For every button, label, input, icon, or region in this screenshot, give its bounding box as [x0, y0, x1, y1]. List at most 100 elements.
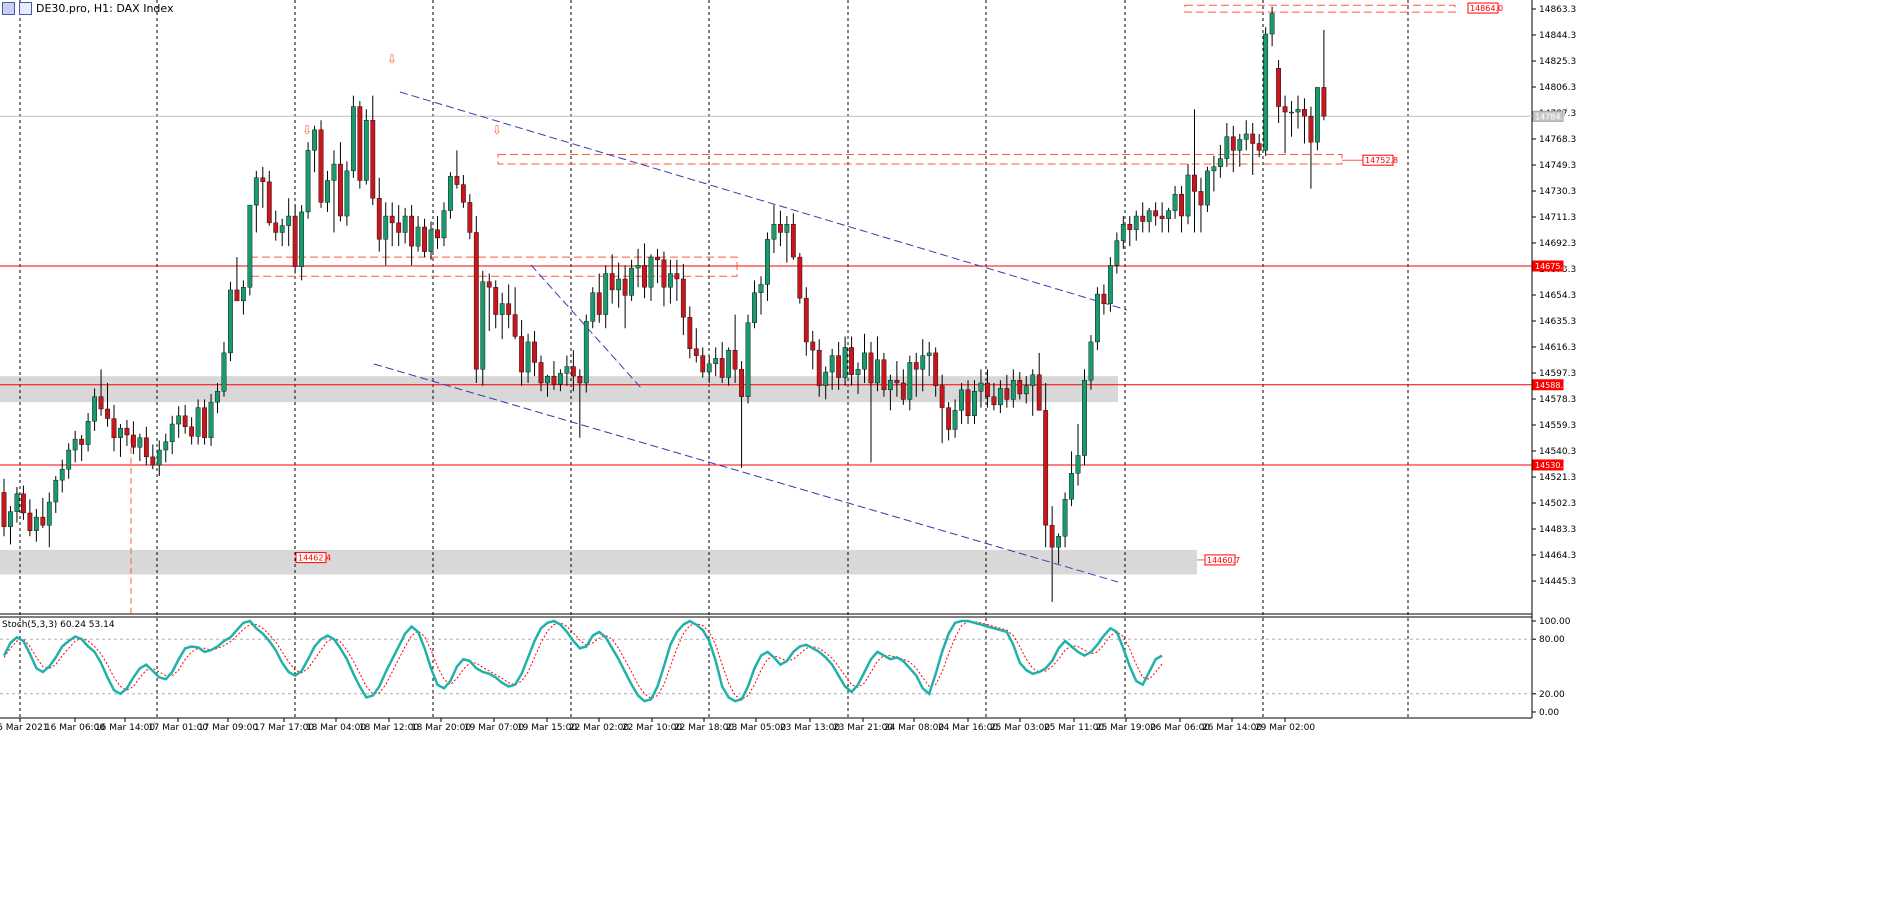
y-tick-label: 14483.3: [1539, 525, 1576, 535]
candle-body: [344, 170, 350, 217]
candle-body: [473, 232, 479, 370]
candle-body: [415, 226, 421, 247]
candle-body: [1198, 191, 1204, 206]
candle-body: [1308, 115, 1314, 143]
candle-body: [978, 382, 984, 392]
candle-body: [292, 215, 298, 267]
candle-body: [758, 284, 764, 293]
candle-body: [1185, 174, 1191, 217]
candle-body: [765, 239, 770, 285]
candle-body: [1146, 210, 1152, 222]
y-tick-label: 14521.3: [1539, 473, 1576, 483]
candle-body: [350, 106, 356, 172]
candle-body: [1256, 143, 1262, 151]
level-tag-1: 14675.5: [1535, 262, 1568, 271]
candle-body: [493, 286, 499, 315]
y-tick-label: 14711.3: [1539, 213, 1576, 223]
candle-body: [687, 317, 693, 349]
candle-body: [130, 434, 136, 448]
candle-body: [59, 468, 65, 481]
x-tick-label: 23 Mar 13:00: [780, 723, 840, 733]
candle-body: [143, 437, 149, 458]
y-tick-label: 14445.3: [1539, 577, 1576, 587]
x-tick-label: 25 Mar 19:00: [1096, 723, 1156, 733]
candle-body: [124, 427, 130, 436]
x-tick-label: 17 Mar 17:00: [254, 723, 314, 733]
y-tick-label: 14825.3: [1539, 57, 1576, 67]
candle-body: [1082, 380, 1087, 456]
stoch-tick-label: 80.00: [1539, 635, 1565, 645]
candle-body: [8, 511, 13, 527]
candle-body: [176, 415, 182, 425]
candle-body: [370, 120, 376, 199]
candle-body: [182, 415, 188, 427]
y-tick-label: 14597.3: [1539, 369, 1576, 379]
candle-body: [745, 322, 751, 397]
candle-body: [286, 215, 292, 226]
candle-body: [428, 229, 434, 252]
trendline-upper: [399, 91, 1128, 311]
candle-body: [40, 516, 46, 526]
candle-body: [27, 512, 33, 531]
candle-body: [150, 456, 156, 466]
y-tick-label: 14692.3: [1539, 239, 1576, 249]
candle-body: [642, 265, 647, 288]
candle-body: [926, 352, 932, 356]
y-tick-label: 14730.3: [1539, 187, 1576, 197]
x-tick-label: 18 Mar 20:00: [411, 723, 471, 733]
candle-body: [228, 289, 233, 354]
candle-body: [1172, 193, 1178, 211]
y-tick-label: 14559.3: [1539, 421, 1576, 431]
level-tag-1-box: [1532, 260, 1564, 272]
top-zone-tag-box: [1467, 2, 1499, 14]
candle-body: [1062, 499, 1068, 537]
candle-body: [325, 180, 330, 203]
candle-body: [435, 229, 440, 239]
candle-body: [1140, 215, 1146, 222]
stoch-label: Stoch(5,3,3) 60.24 53.14: [2, 620, 115, 630]
candle-body: [66, 449, 72, 470]
candle-body: [1075, 455, 1081, 474]
candle-body: [1095, 293, 1100, 343]
candle-body: [448, 176, 453, 211]
candle-body: [668, 273, 673, 288]
candle-body: [137, 437, 143, 448]
stoch-tick-label: 0.00: [1539, 708, 1559, 718]
support-right-tag: 14460.7: [1207, 556, 1240, 565]
candle-body: [881, 359, 887, 391]
candle-body: [402, 215, 408, 233]
candle-body: [118, 427, 123, 438]
candle-body: [810, 341, 816, 351]
y-tick-label: 14749.3: [1539, 161, 1576, 171]
x-tick-label: 26 Mar 06:00: [1150, 723, 1210, 733]
candle-body: [797, 256, 803, 299]
candle-body: [460, 184, 466, 203]
candle-body: [273, 222, 279, 233]
candle-body: [1230, 136, 1236, 151]
y-tick-label: 14635.3: [1539, 317, 1576, 327]
candle-body: [1153, 210, 1159, 217]
candle-body: [752, 292, 757, 323]
y-tick-label: 14806.3: [1539, 83, 1576, 93]
candle-body: [1049, 525, 1055, 548]
y-tick-label: 14844.3: [1539, 31, 1576, 41]
candle-body: [486, 281, 492, 288]
candle-body: [253, 177, 259, 206]
candle-body: [803, 297, 809, 343]
candle-body: [396, 222, 402, 233]
candle-body: [680, 278, 686, 318]
candle-body: [823, 371, 829, 386]
candle-body: [1289, 111, 1294, 114]
candle-body: [260, 177, 266, 183]
current-price-tag-box: [1532, 110, 1564, 122]
support-left-tag-box: [295, 552, 327, 564]
candle-body: [1250, 133, 1256, 144]
candle-body: [959, 389, 964, 411]
y-tick-label: 14464.3: [1539, 551, 1576, 561]
candle-body: [1023, 385, 1029, 395]
candle-body: [299, 211, 305, 267]
candle-body: [1263, 33, 1269, 151]
candle-body: [849, 347, 854, 375]
